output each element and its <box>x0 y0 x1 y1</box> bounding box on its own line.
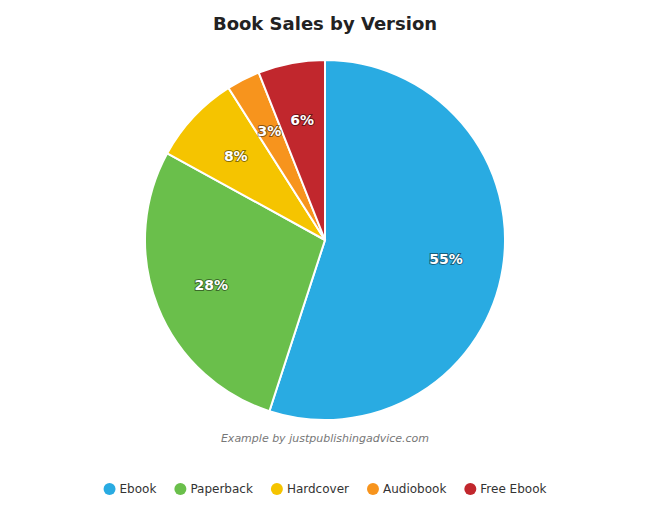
legend-item: Audiobook <box>367 482 446 496</box>
slice <box>259 60 325 240</box>
legend-item: Free Ebook <box>464 482 546 496</box>
data-label: 55% <box>429 251 463 267</box>
data-label: 3% <box>258 123 282 139</box>
legend-label: Hardcover <box>287 482 349 496</box>
legend-item: Paperback <box>174 482 253 496</box>
legend-swatch <box>271 483 283 495</box>
legend-item: Ebook <box>104 482 157 496</box>
legend-label: Audiobook <box>383 482 446 496</box>
legend: Ebook Paperback Hardcover Audiobook Free Ebo… <box>104 482 547 496</box>
legend-swatch <box>367 483 379 495</box>
legend-swatch <box>104 483 116 495</box>
data-label: 8% <box>224 148 248 164</box>
legend-swatch <box>464 483 476 495</box>
data-label: 6% <box>290 112 314 128</box>
title: Book Sales by Version <box>213 13 437 34</box>
chart: Book Sales by Version 55% 28% 8% 3% 6% Example… <box>0 0 650 517</box>
legend-swatch <box>174 483 186 495</box>
legend-label: Ebook <box>120 482 157 496</box>
data-labels: 55% 28% 8% 3% 6% <box>194 112 462 293</box>
annotation: Example by justpublishingadvice.com <box>221 432 429 445</box>
legend-label: Free Ebook <box>480 482 546 496</box>
pie <box>145 60 505 420</box>
legend-item: Hardcover <box>271 482 349 496</box>
data-label: 28% <box>194 277 228 293</box>
legend-label: Paperback <box>190 482 253 496</box>
